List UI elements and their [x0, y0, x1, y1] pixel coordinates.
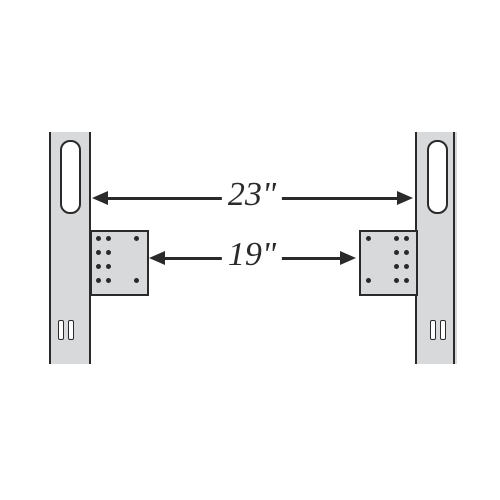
hole: [404, 264, 409, 269]
arrow-head-right-icon: [340, 251, 356, 265]
hole: [96, 250, 101, 255]
hole: [106, 250, 111, 255]
right-rail-small-slot-1: [430, 320, 436, 340]
hole: [394, 278, 399, 283]
hole: [106, 264, 111, 269]
left-rail-small-slot-1: [58, 320, 64, 340]
left-rail-slot: [60, 140, 81, 214]
hole: [404, 250, 409, 255]
hole: [394, 236, 399, 241]
arrow-head-left-icon: [149, 251, 165, 265]
hole: [96, 264, 101, 269]
arrow-head-left-icon: [92, 191, 108, 205]
hole: [134, 278, 139, 283]
hole: [134, 236, 139, 241]
hole: [96, 278, 101, 283]
diagram-canvas: { "diagram": { "type": "dimensioned-draw…: [0, 0, 500, 500]
hole: [106, 236, 111, 241]
inner-dimension-label: 19": [222, 236, 282, 274]
hole: [404, 236, 409, 241]
hole: [404, 278, 409, 283]
right-rail-slot: [427, 140, 448, 214]
left-rail-small-slot-2: [68, 320, 74, 340]
hole: [96, 236, 101, 241]
hole: [366, 236, 371, 241]
left-rail-edge: [49, 132, 51, 364]
right-rail-small-slot-2: [440, 320, 446, 340]
right-rail-edge: [453, 132, 455, 364]
outer-dimension-label: 23": [222, 176, 282, 214]
hole: [394, 250, 399, 255]
hole: [394, 264, 399, 269]
hole: [106, 278, 111, 283]
arrow-head-right-icon: [397, 191, 413, 205]
hole: [366, 278, 371, 283]
